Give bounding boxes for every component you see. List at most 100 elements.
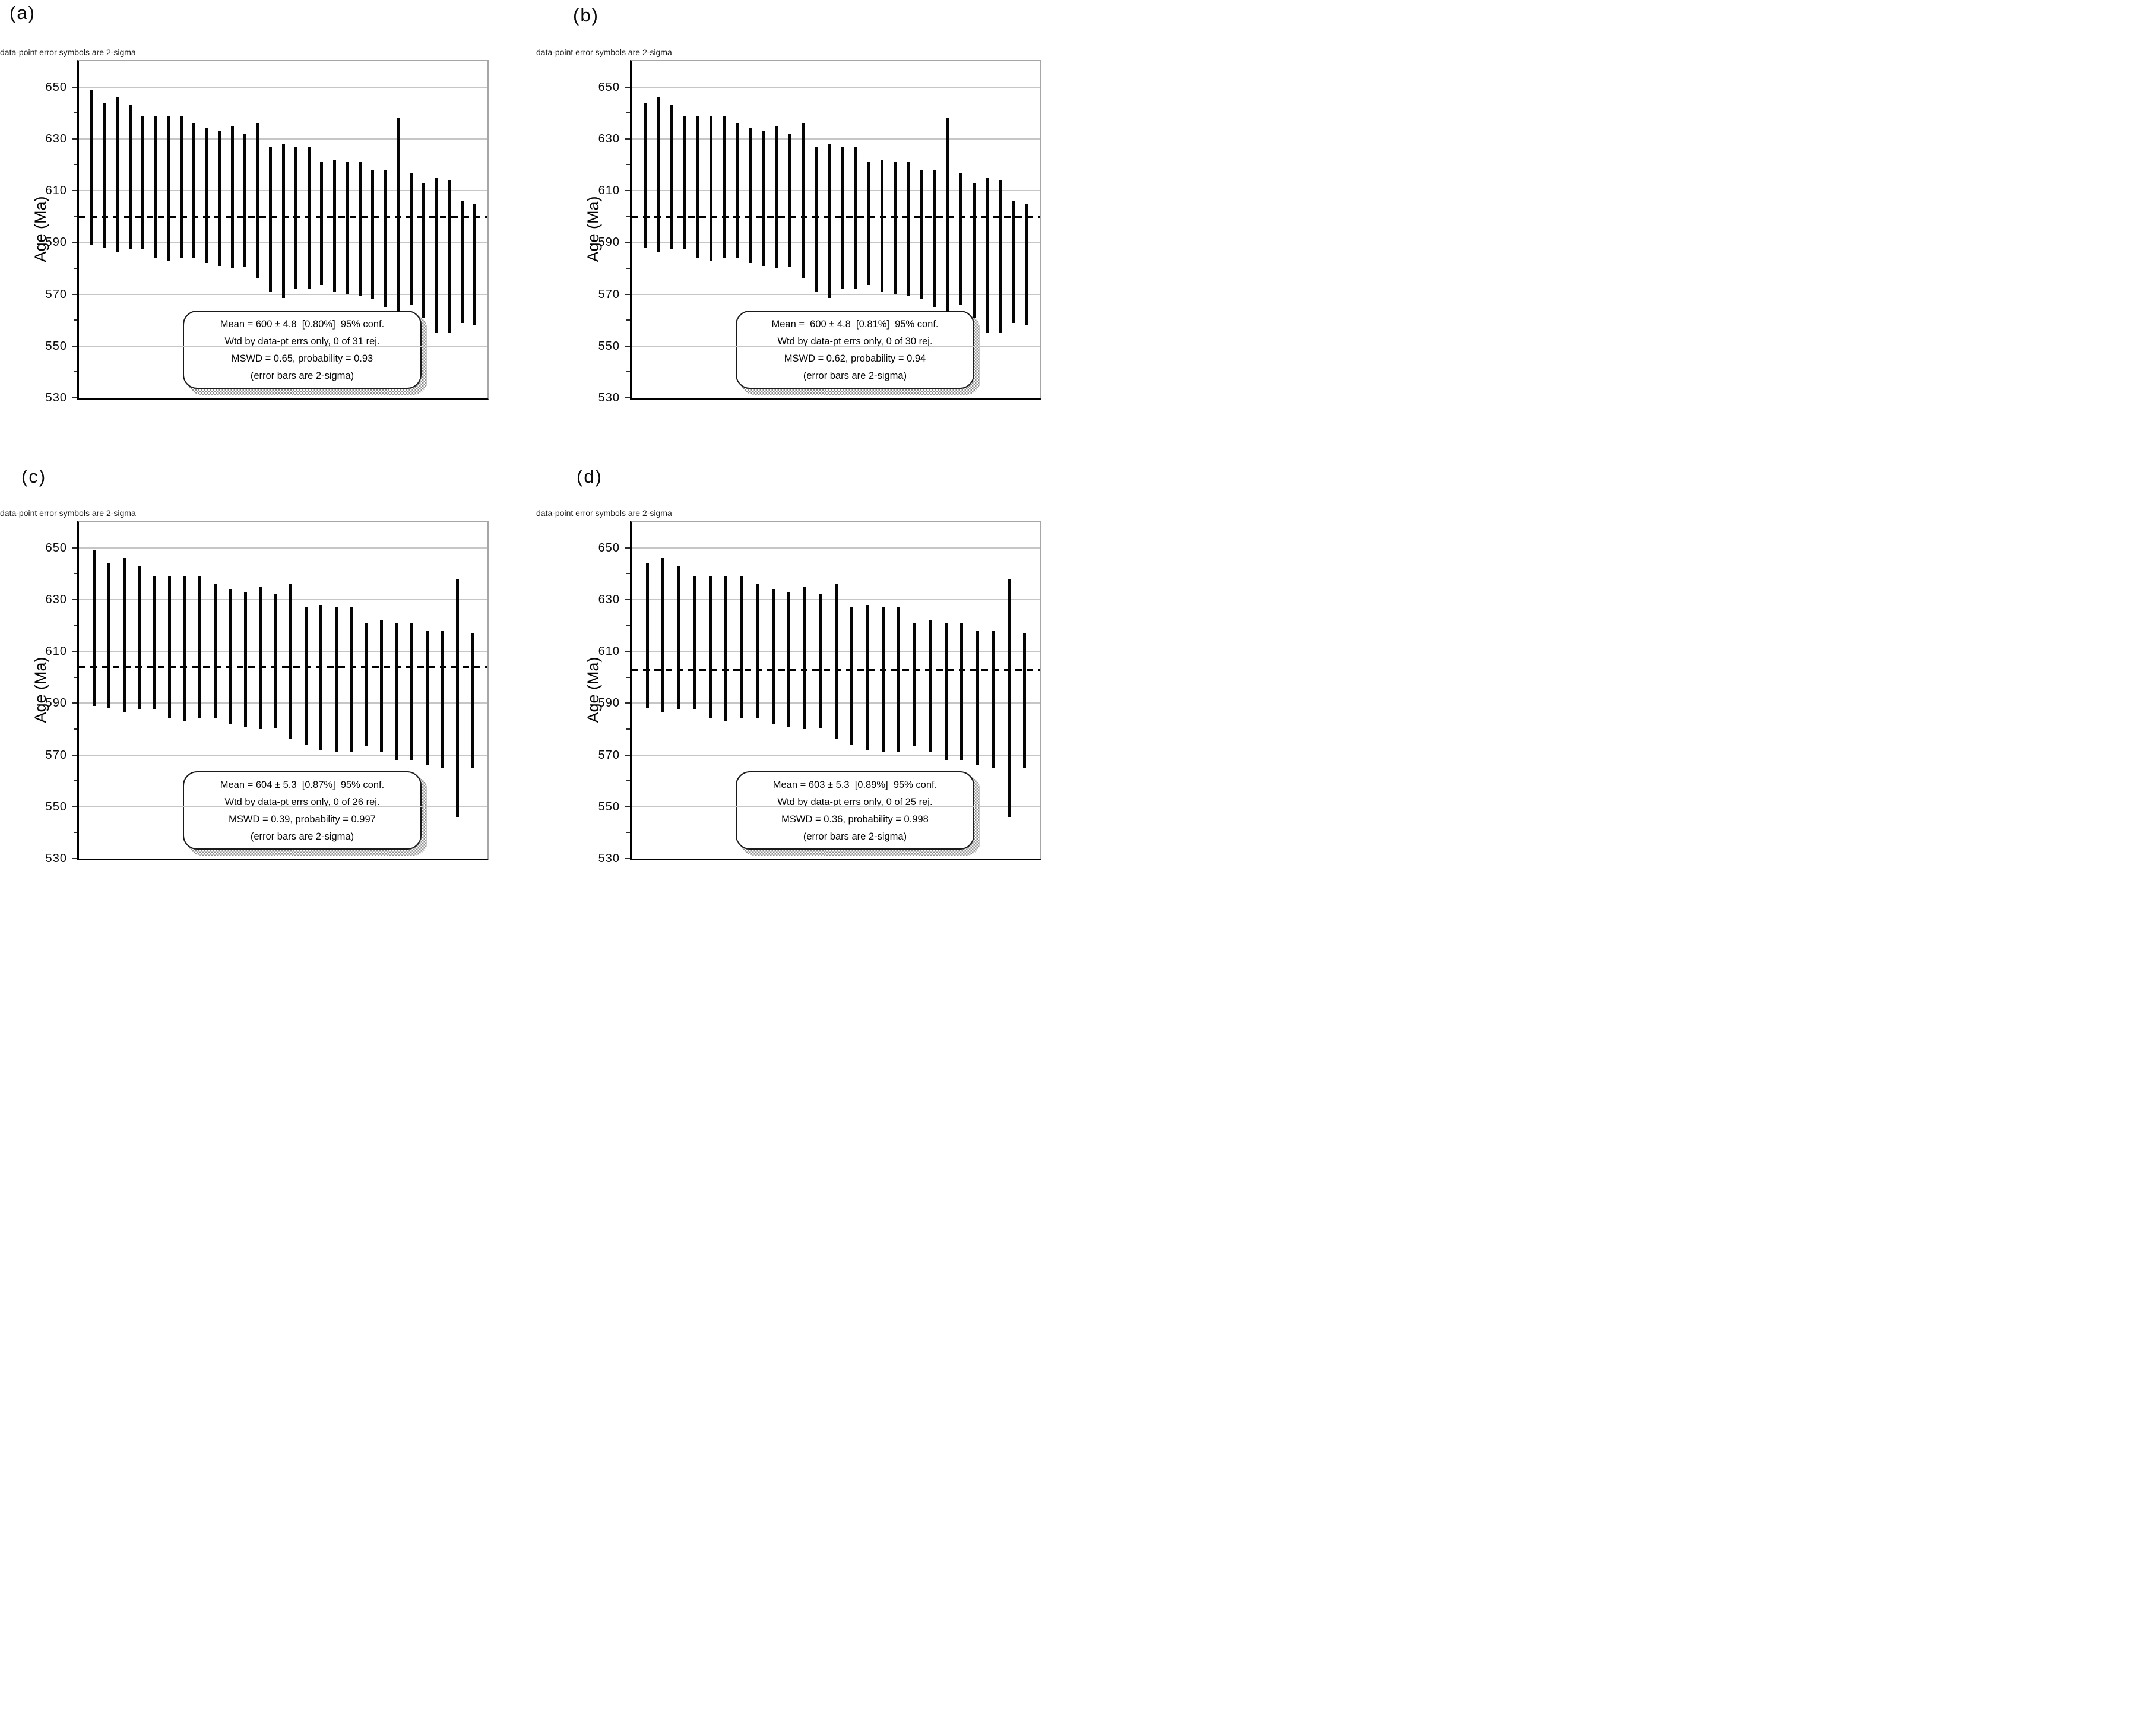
error-bar (656, 97, 660, 252)
error-bar (913, 623, 916, 746)
error-bar (992, 631, 995, 768)
y-tick-label: 550 (598, 800, 620, 813)
y-tick-label: 610 (598, 645, 620, 658)
stats-mswd: MSWD = 0.36, probability = 0.998 (781, 814, 929, 825)
error-bar (90, 89, 93, 245)
error-bar (834, 584, 838, 740)
error-bar (153, 576, 156, 710)
error-bar (395, 623, 398, 761)
stats-box: Mean = 603 ± 5.3 [0.89%] 95% conf. Wtd b… (736, 771, 974, 850)
gridline-550 (632, 806, 1040, 807)
error-bar (986, 178, 989, 333)
gridline-590 (632, 242, 1040, 243)
error-bar (230, 126, 234, 268)
error-bar (944, 623, 948, 761)
error-bar (422, 182, 425, 318)
gridline-550 (79, 345, 487, 347)
error-bar (946, 118, 950, 313)
error-bar (881, 159, 884, 292)
y-minor-tick (74, 267, 77, 269)
error-symbol-annotation: data-point error symbols are 2-sigma (0, 508, 136, 518)
error-bar (819, 594, 822, 728)
y-tick-label: 590 (598, 236, 620, 249)
y-minor-tick (74, 780, 77, 782)
stats-box: Mean = 604 ± 5.3 [0.87%] 95% conf. Wtd b… (183, 771, 422, 850)
error-bar (259, 587, 262, 729)
y-minor-tick (74, 216, 77, 217)
stats-box: Mean = 600 ± 4.8 [0.80%] 95% conf. Wtd b… (183, 311, 422, 389)
error-symbol-annotation: data-point error symbols are 2-sigma (536, 47, 672, 57)
y-tick-label: 630 (45, 132, 67, 145)
y-tick-label: 610 (598, 184, 620, 198)
y-minor-tick (74, 832, 77, 834)
error-bar (304, 607, 308, 745)
y-tick-label: 630 (598, 132, 620, 145)
y-minor-tick (74, 112, 77, 114)
y-tick-label: 610 (45, 184, 67, 198)
error-bar (683, 115, 686, 249)
error-bar (749, 128, 752, 264)
error-bar (256, 123, 259, 279)
stats-errorbar-note: (error bars are 2-sigma) (250, 370, 354, 381)
error-bar (205, 128, 208, 264)
error-bar (756, 584, 759, 719)
stats-weighting: Wtd by data-pt errs only, 0 of 31 rej. (224, 336, 380, 347)
error-bar (192, 123, 195, 258)
error-bar (365, 623, 368, 746)
y-major-tick (72, 138, 77, 140)
error-bar (854, 146, 857, 289)
stats-mean: Mean = 600 ± 4.8 [0.80%] 95% conf. (220, 319, 385, 330)
error-bar (410, 623, 414, 761)
gridline-630 (79, 598, 487, 600)
y-major-tick (72, 547, 77, 549)
error-bar (661, 558, 665, 712)
y-minor-tick (74, 164, 77, 166)
error-bar (332, 159, 336, 292)
error-bar (274, 594, 277, 728)
error-bar (1023, 633, 1027, 768)
y-minor-tick (626, 573, 630, 575)
y-major-tick (72, 190, 77, 192)
y-major-tick (625, 86, 630, 88)
error-bar (319, 604, 323, 750)
panel-a: (a) data-point error symbols are 2-sigma… (0, 0, 536, 434)
error-bar (141, 115, 144, 249)
error-bar (168, 576, 172, 719)
error-bar (815, 146, 818, 292)
y-axis-title: Age (Ma) (31, 657, 49, 723)
error-bar (976, 631, 979, 765)
stats-box: Mean = 600 ± 4.8 [0.81%] 95% conf. Wtd b… (736, 311, 974, 389)
error-bar (320, 162, 323, 286)
error-bar (1025, 203, 1029, 325)
error-bar (960, 623, 964, 761)
error-bar (128, 105, 132, 249)
error-bar (645, 563, 649, 709)
error-bar (724, 576, 728, 721)
error-bar (670, 105, 673, 249)
y-major-tick (72, 702, 77, 704)
y-major-tick (72, 345, 77, 347)
y-axis-title: Age (Ma) (584, 657, 602, 723)
y-major-tick (625, 138, 630, 140)
error-bar (722, 115, 726, 258)
error-bar (907, 162, 910, 296)
error-bar (243, 134, 246, 267)
error-bar (103, 102, 106, 248)
y-tick-label: 590 (45, 696, 67, 710)
y-tick-label: 610 (45, 645, 67, 658)
y-minor-tick (626, 267, 630, 269)
error-bar (920, 170, 923, 300)
error-bar (425, 631, 429, 765)
gridline-570 (79, 754, 487, 756)
error-bar (708, 576, 712, 719)
y-tick-label: 630 (45, 593, 67, 606)
error-bar (828, 144, 831, 299)
y-axis-title: Age (Ma) (31, 196, 49, 262)
y-minor-tick (626, 676, 630, 678)
error-bar (371, 170, 374, 300)
error-bar (866, 604, 869, 750)
y-tick-label: 630 (598, 593, 620, 606)
y-minor-tick (626, 216, 630, 217)
error-bar (771, 589, 775, 724)
gridline-650 (79, 547, 487, 549)
